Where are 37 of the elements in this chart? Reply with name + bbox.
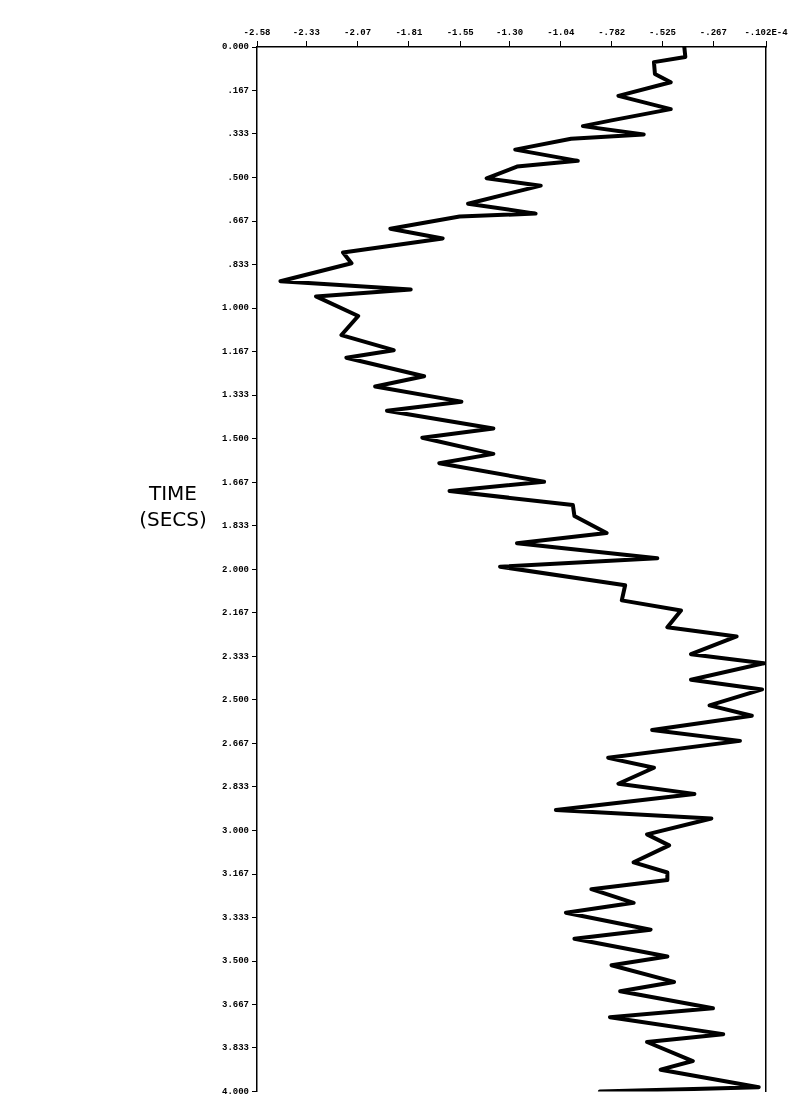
y-tick-label: 1.667 [221, 477, 249, 488]
x-tick-label: -1.81 [395, 27, 424, 38]
y-tick-label: 2.167 [221, 608, 249, 619]
x-tick-label: -.525 [648, 27, 676, 38]
y-tick-label: .500 [227, 172, 249, 183]
x-tick-label: -.267 [699, 27, 727, 38]
y-tick-label: 3.167 [221, 869, 249, 880]
x-tick-label: -2.33 [292, 27, 320, 38]
x-tick-label: -2.58 [243, 27, 271, 38]
y-tick-label: 2.500 [221, 695, 249, 706]
y-axis-title: TIME (SECS) [139, 481, 207, 531]
y-tick-label: 3.333 [221, 912, 249, 923]
y-tick-label: 1.500 [221, 433, 249, 444]
y-tick-label: 1.333 [221, 390, 249, 401]
y-tick-label: 1.833 [221, 520, 249, 531]
y-tick-label: 4.000 [221, 1086, 249, 1097]
y-tick-label: 3.667 [221, 999, 249, 1010]
y-tick-label: .333 [227, 129, 249, 140]
y-tick-label: 3.833 [221, 1043, 249, 1054]
y-tick-label: 2.833 [221, 782, 249, 793]
x-tick-label: -1.04 [547, 27, 575, 38]
x-tick-label: -1.55 [446, 27, 474, 38]
y-tick-label: .167 [227, 85, 249, 96]
y-tick-label: 2.000 [221, 564, 249, 575]
x-tick-label: -2.07 [344, 27, 372, 38]
y-tick-label: 2.667 [221, 738, 249, 749]
y-tick-label: 0.000 [221, 42, 249, 53]
x-tick-label: -.782 [598, 27, 626, 38]
y-tick-label: .833 [227, 259, 249, 270]
y-tick-label: 1.167 [221, 347, 249, 358]
x-tick-label: -1.30 [496, 27, 524, 38]
y-tick-label: .667 [227, 216, 249, 227]
y-tick-label: 2.333 [221, 651, 249, 662]
y-tick-label: 3.000 [221, 825, 249, 836]
y-tick-label: 3.500 [221, 956, 249, 967]
y-tick-label: 1.000 [221, 303, 249, 314]
x-tick-label: -.102E-4 [744, 27, 789, 38]
